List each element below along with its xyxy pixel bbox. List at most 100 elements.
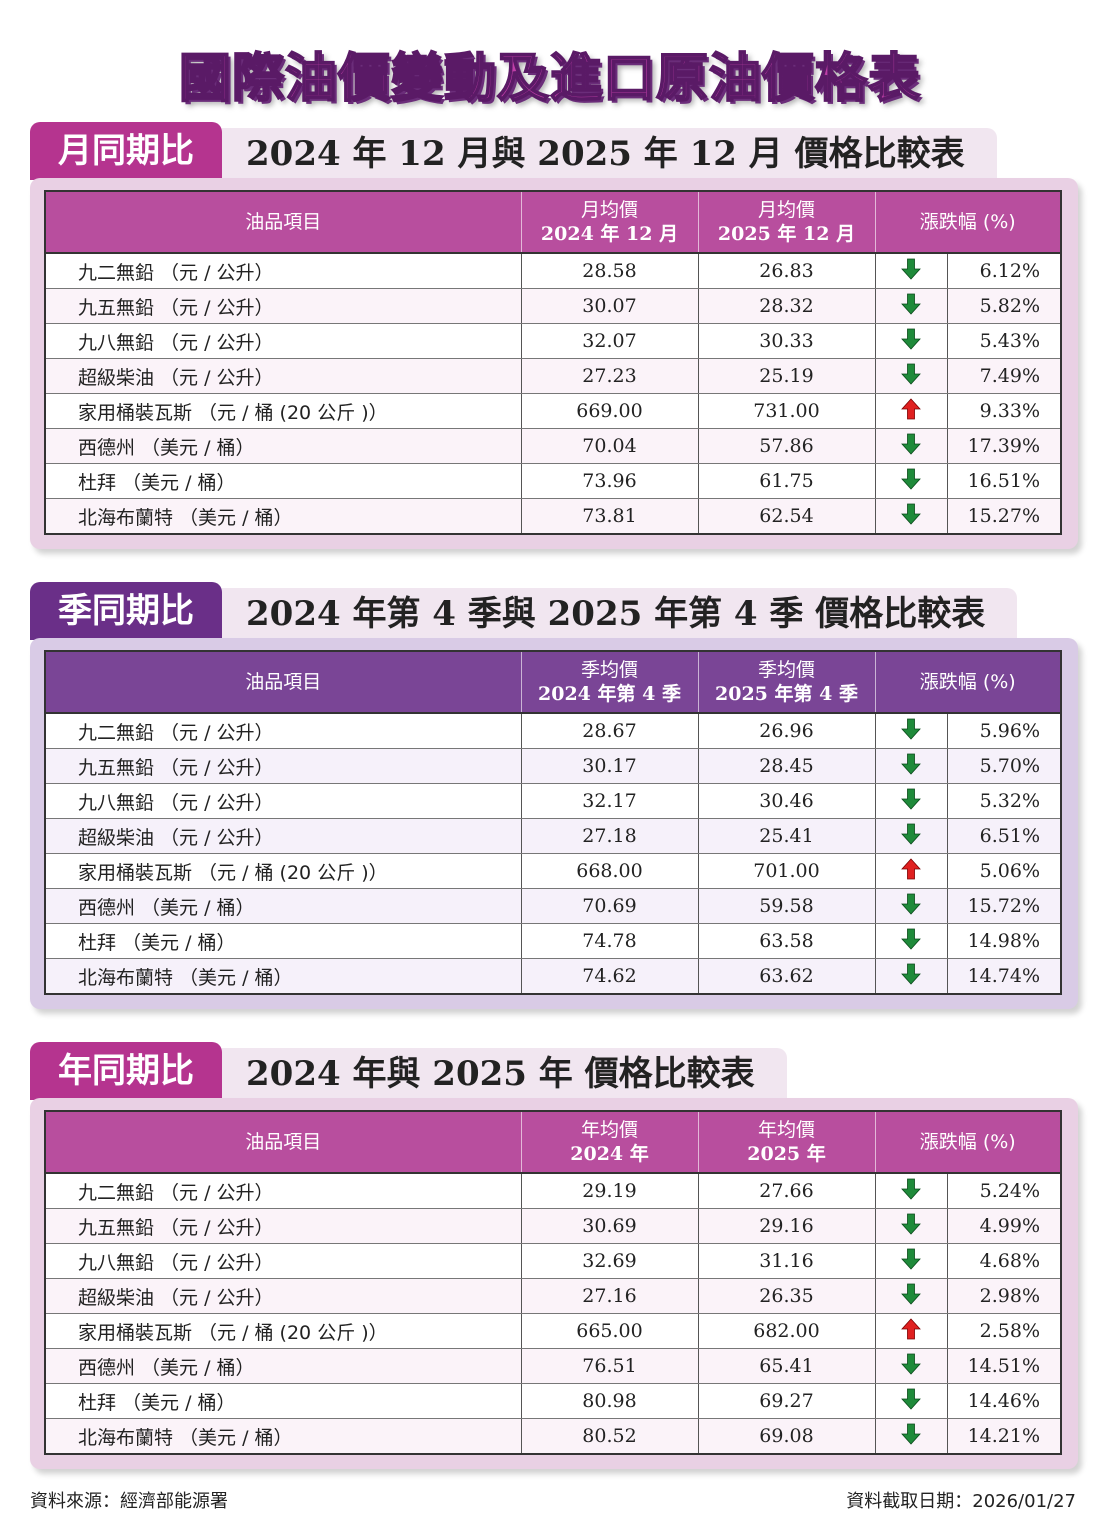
value-current: 65.41 xyxy=(698,1348,876,1384)
item-name: 九八無鉛 （元 / 公升） xyxy=(45,783,522,819)
table-row: 北海布蘭特 （美元 / 桶） 80.52 69.08 14.21% xyxy=(45,1418,1062,1454)
header-col1: 年均價 2024 年 xyxy=(521,1111,699,1174)
section-tab: 年同期比 xyxy=(30,1042,222,1100)
table-row: 杜拜 （美元 / 桶） 74.78 63.58 14.98% xyxy=(45,923,1062,959)
change-percent: 6.12% xyxy=(947,253,1062,289)
value-previous: 27.23 xyxy=(521,358,699,394)
value-current: 28.45 xyxy=(698,748,876,784)
table-row: 家用桶裝瓦斯 （元 / 桶 (20 公斤 )） 665.00 682.00 2.58% xyxy=(45,1313,1062,1349)
item-name: 九五無鉛 （元 / 公升） xyxy=(45,1208,522,1244)
arrow-down-icon xyxy=(875,323,948,359)
value-previous: 28.58 xyxy=(521,253,699,289)
arrow-down-icon xyxy=(875,1173,948,1209)
value-current: 27.66 xyxy=(698,1173,876,1209)
table-panel: 油品項目 年均價 2024 年年均價 2025 年漲跌幅 (%) 九二無鉛 （元 / 公… xyxy=(30,1098,1078,1469)
table-panel: 油品項目 季均價 2024 年第 4 季季均價 2025 年第 4 季漲跌幅 (%) 九… xyxy=(30,638,1078,1009)
change-percent: 2.58% xyxy=(947,1313,1062,1349)
table-row: 超級柴油 （元 / 公升） 27.16 26.35 2.98% xyxy=(45,1278,1062,1314)
change-percent: 5.32% xyxy=(947,783,1062,819)
table-header-row: 油品項目 年均價 2024 年年均價 2025 年漲跌幅 (%) xyxy=(45,1111,1062,1174)
value-current: 59.58 xyxy=(698,888,876,924)
value-current: 701.00 xyxy=(698,853,876,889)
section-subtitle: 2024 年與 2025 年 價格比較表 xyxy=(222,1048,787,1100)
value-current: 682.00 xyxy=(698,1313,876,1349)
value-previous: 669.00 xyxy=(521,393,699,429)
value-previous: 70.04 xyxy=(521,428,699,464)
value-previous: 30.07 xyxy=(521,288,699,324)
arrow-down-icon xyxy=(875,1278,948,1314)
item-name: 九八無鉛 （元 / 公升） xyxy=(45,323,522,359)
change-percent: 5.06% xyxy=(947,853,1062,889)
value-current: 26.96 xyxy=(698,713,876,749)
value-previous: 30.17 xyxy=(521,748,699,784)
quarterly-comparison-section: 季同期比 2024 年第 4 季與 2025 年第 4 季 價格比較表 油品項目 季均… xyxy=(30,582,1078,1009)
value-current: 31.16 xyxy=(698,1243,876,1279)
value-current: 29.16 xyxy=(698,1208,876,1244)
item-name: 九五無鉛 （元 / 公升） xyxy=(45,748,522,784)
value-previous: 32.07 xyxy=(521,323,699,359)
section-header: 月同期比 2024 年 12 月與 2025 年 12 月 價格比較表 xyxy=(30,122,1078,180)
change-percent: 15.27% xyxy=(947,498,1062,534)
section-tab: 月同期比 xyxy=(30,122,222,180)
item-name: 北海布蘭特 （美元 / 桶） xyxy=(45,958,522,994)
table-row: 九二無鉛 （元 / 公升） 28.58 26.83 6.12% xyxy=(45,253,1062,289)
section-header: 季同期比 2024 年第 4 季與 2025 年第 4 季 價格比較表 xyxy=(30,582,1078,640)
value-current: 57.86 xyxy=(698,428,876,464)
header-col1: 月均價 2024 年 12 月 xyxy=(521,191,699,254)
table-row: 北海布蘭特 （美元 / 桶） 73.81 62.54 15.27% xyxy=(45,498,1062,534)
table-row: 西德州 （美元 / 桶） 70.04 57.86 17.39% xyxy=(45,428,1062,464)
value-current: 26.83 xyxy=(698,253,876,289)
header-change: 漲跌幅 (%) xyxy=(875,191,1062,254)
table-row: 超級柴油 （元 / 公升） 27.18 25.41 6.51% xyxy=(45,818,1062,854)
page-title: 國際油價變動及進口原油價格表 xyxy=(178,48,921,110)
change-percent: 14.51% xyxy=(947,1348,1062,1384)
table-row: 九二無鉛 （元 / 公升） 28.67 26.96 5.96% xyxy=(45,713,1062,749)
value-previous: 70.69 xyxy=(521,888,699,924)
table-row: 九五無鉛 （元 / 公升） 30.17 28.45 5.70% xyxy=(45,748,1062,784)
arrow-down-icon xyxy=(875,888,948,924)
value-current: 62.54 xyxy=(698,498,876,534)
table-row: 九二無鉛 （元 / 公升） 29.19 27.66 5.24% xyxy=(45,1173,1062,1209)
change-percent: 16.51% xyxy=(947,463,1062,499)
price-table: 油品項目 年均價 2024 年年均價 2025 年漲跌幅 (%) 九二無鉛 （元 / 公… xyxy=(44,1110,1063,1455)
header-col2: 季均價 2025 年第 4 季 xyxy=(698,651,876,714)
value-current: 63.62 xyxy=(698,958,876,994)
section-header: 年同期比 2024 年與 2025 年 價格比較表 xyxy=(30,1042,1078,1100)
arrow-down-icon xyxy=(875,1418,948,1454)
header-change: 漲跌幅 (%) xyxy=(875,1111,1062,1174)
item-name: 家用桶裝瓦斯 （元 / 桶 (20 公斤 )） xyxy=(45,853,522,889)
value-previous: 73.81 xyxy=(521,498,699,534)
value-previous: 80.98 xyxy=(521,1383,699,1419)
change-percent: 15.72% xyxy=(947,888,1062,924)
arrow-down-icon xyxy=(875,1208,948,1244)
value-previous: 73.96 xyxy=(521,463,699,499)
value-previous: 32.17 xyxy=(521,783,699,819)
item-name: 九二無鉛 （元 / 公升） xyxy=(45,713,522,749)
value-previous: 32.69 xyxy=(521,1243,699,1279)
header-change: 漲跌幅 (%) xyxy=(875,651,1062,714)
arrow-down-icon xyxy=(875,923,948,959)
arrow-down-icon xyxy=(875,783,948,819)
item-name: 超級柴油 （元 / 公升） xyxy=(45,1278,522,1314)
monthly-comparison-section: 月同期比 2024 年 12 月與 2025 年 12 月 價格比較表 油品項目 月均… xyxy=(30,122,1078,549)
value-previous: 28.67 xyxy=(521,713,699,749)
header-item: 油品項目 xyxy=(45,1111,522,1174)
section-tab: 季同期比 xyxy=(30,582,222,640)
table-row: 北海布蘭特 （美元 / 桶） 74.62 63.62 14.74% xyxy=(45,958,1062,994)
item-name: 九二無鉛 （元 / 公升） xyxy=(45,1173,522,1209)
section-subtitle: 2024 年第 4 季與 2025 年第 4 季 價格比較表 xyxy=(222,588,1018,640)
change-percent: 2.98% xyxy=(947,1278,1062,1314)
header-item: 油品項目 xyxy=(45,651,522,714)
change-percent: 14.74% xyxy=(947,958,1062,994)
table-panel: 油品項目 月均價 2024 年 12 月月均價 2025 年 12 月漲跌幅 (%) 九… xyxy=(30,178,1078,549)
value-previous: 27.16 xyxy=(521,1278,699,1314)
arrow-down-icon xyxy=(875,818,948,854)
table-row: 西德州 （美元 / 桶） 76.51 65.41 14.51% xyxy=(45,1348,1062,1384)
value-previous: 80.52 xyxy=(521,1418,699,1454)
arrow-up-icon xyxy=(875,1313,948,1349)
value-previous: 30.69 xyxy=(521,1208,699,1244)
header-col1: 季均價 2024 年第 4 季 xyxy=(521,651,699,714)
arrow-down-icon xyxy=(875,428,948,464)
item-name: 家用桶裝瓦斯 （元 / 桶 (20 公斤 )） xyxy=(45,393,522,429)
header-item: 油品項目 xyxy=(45,191,522,254)
